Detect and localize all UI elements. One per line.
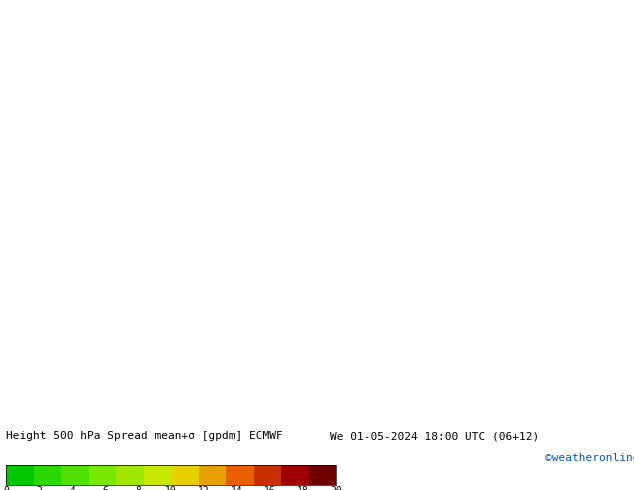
Bar <box>6 465 336 485</box>
Text: 8: 8 <box>135 486 141 490</box>
Bar <box>116 465 144 485</box>
Text: 16: 16 <box>264 486 276 490</box>
Bar <box>171 465 198 485</box>
Bar <box>254 465 281 485</box>
Bar <box>198 465 226 485</box>
Text: 12: 12 <box>198 486 210 490</box>
Bar <box>61 465 89 485</box>
Bar <box>281 465 309 485</box>
Text: 6: 6 <box>102 486 108 490</box>
Text: ©weatheronline.co.uk: ©weatheronline.co.uk <box>545 453 634 463</box>
Text: We 01-05-2024 18:00 UTC (06+12): We 01-05-2024 18:00 UTC (06+12) <box>330 431 539 441</box>
Text: Height 500 hPa Spread mean+σ [gpdm] ECMWF: Height 500 hPa Spread mean+σ [gpdm] ECMW… <box>6 431 283 441</box>
Bar <box>309 465 336 485</box>
Bar <box>144 465 171 485</box>
Text: 2: 2 <box>36 486 42 490</box>
Text: 14: 14 <box>231 486 243 490</box>
Bar <box>89 465 116 485</box>
Bar <box>34 465 61 485</box>
Bar <box>226 465 254 485</box>
Text: 10: 10 <box>165 486 177 490</box>
Bar <box>6 465 34 485</box>
Text: 18: 18 <box>297 486 309 490</box>
Text: 4: 4 <box>69 486 75 490</box>
Text: 20: 20 <box>330 486 342 490</box>
Text: 0: 0 <box>3 486 10 490</box>
